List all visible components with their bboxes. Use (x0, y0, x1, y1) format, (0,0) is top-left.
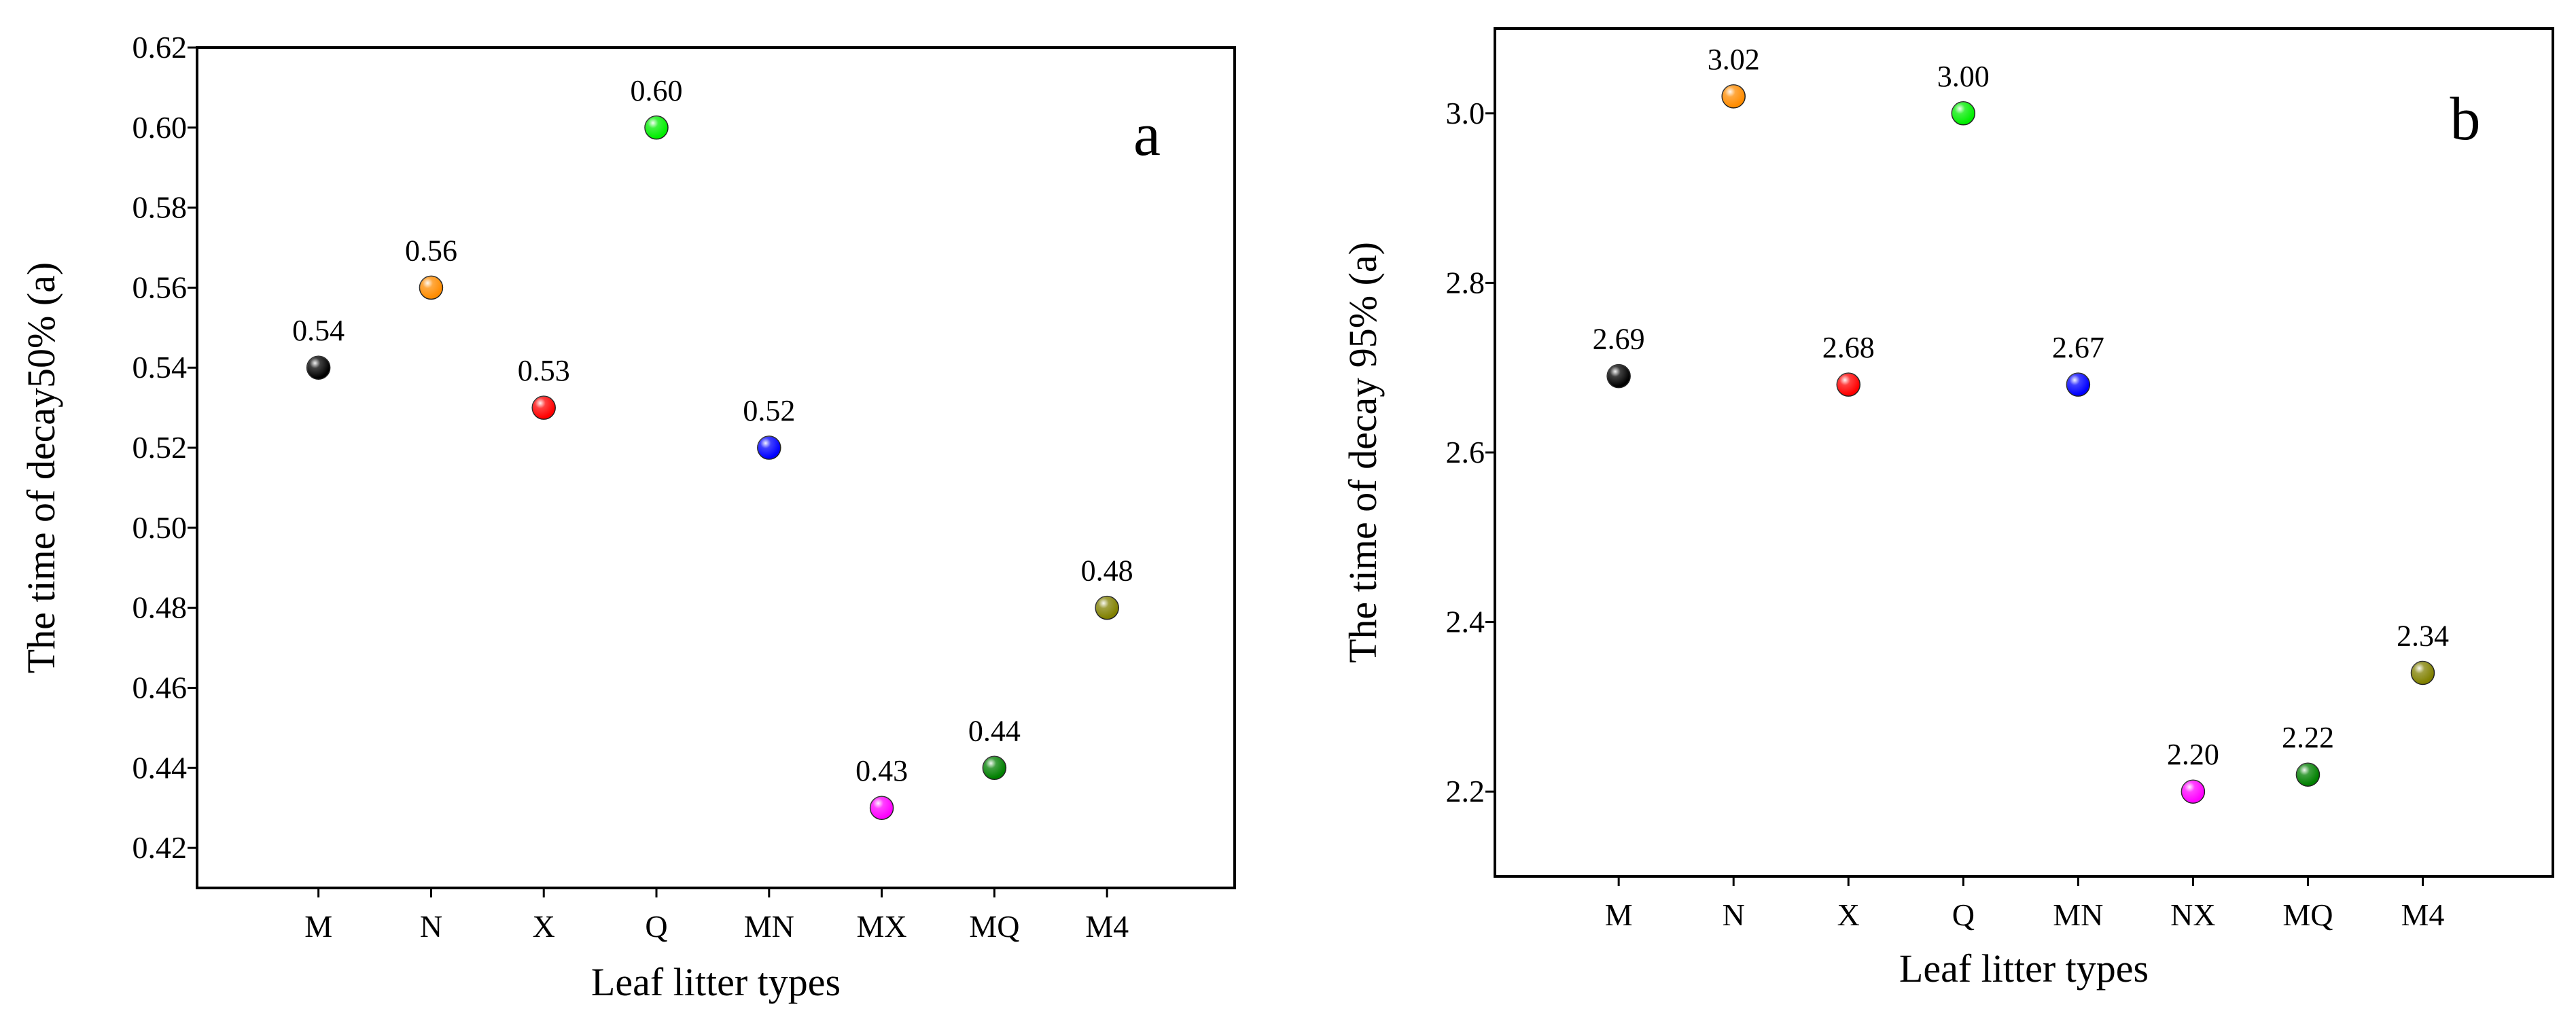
x-tick-label: X (533, 909, 555, 944)
y-tick-label: 2.2 (1446, 774, 1485, 808)
y-tick-label: 2.6 (1446, 435, 1485, 469)
data-point-highlight (2181, 780, 2205, 804)
x-tick-label: MQ (969, 909, 1019, 944)
data-label: 2.67 (2052, 331, 2104, 364)
data-label: 2.20 (2167, 738, 2219, 771)
data-point-highlight (1837, 373, 1860, 397)
x-tick-label: M (1605, 897, 1633, 932)
y-tick-label: 0.54 (133, 350, 188, 385)
plot-frame (196, 46, 1236, 889)
y-axis-label: The time of decay 95% (a) (1341, 242, 1385, 663)
data-label: 0.53 (518, 354, 570, 387)
data-point-highlight (1952, 101, 1975, 125)
y-tick-label: 2.4 (1446, 605, 1485, 639)
data-point-highlight (532, 396, 556, 420)
y-axis-label: The time of decay50% (a) (19, 262, 63, 674)
panel-letter: b (2450, 86, 2481, 153)
data-point-highlight (1607, 364, 1631, 388)
data-point-highlight (306, 356, 330, 380)
x-tick-label: MQ (2282, 897, 2333, 932)
y-tick-label: 0.58 (133, 190, 188, 225)
data-point-highlight (1095, 596, 1119, 620)
x-tick-label: N (420, 909, 442, 944)
y-tick-label: 0.60 (133, 110, 188, 145)
y-tick-label: 0.42 (133, 830, 188, 865)
x-tick-label: M (304, 909, 332, 944)
data-label: 2.22 (2282, 721, 2334, 754)
chart-panel-a: 0.42 0.44 0.46 0.48 0.50 0.52 0.54 0.56 0.58 0.60… (19, 30, 1236, 1004)
data-label: 0.44 (968, 714, 1021, 747)
x-axis-label: Leaf litter types (1899, 946, 2149, 991)
data-point-highlight (757, 436, 781, 460)
y-tick-label: 0.46 (133, 670, 188, 705)
data-point-highlight (645, 115, 669, 139)
x-tick-label: MX (857, 909, 907, 944)
x-tick-label: MN (744, 909, 794, 944)
data-point-highlight (2066, 373, 2090, 397)
data-point-highlight (870, 796, 894, 820)
y-tick-label: 0.50 (133, 510, 188, 545)
data-label: 3.00 (1937, 60, 1990, 93)
y-tick-label: 2.8 (1446, 265, 1485, 300)
y-tick-label: 0.44 (133, 750, 188, 785)
panel-letter: a (1133, 101, 1161, 168)
data-label: 2.68 (1822, 331, 1875, 364)
x-tick-label: Q (645, 909, 667, 944)
data-point-highlight (419, 276, 443, 300)
data-label: 0.54 (292, 314, 345, 347)
data-point-highlight (2411, 661, 2435, 685)
y-tick-label: 0.52 (133, 430, 188, 465)
data-label: 0.43 (855, 754, 908, 787)
plot-frame (1494, 27, 2554, 878)
x-tick-label: NX (2170, 897, 2215, 932)
x-tick-label: Q (1952, 897, 1975, 932)
x-tick-label: MN (2053, 897, 2103, 932)
data-point-highlight (1722, 84, 1746, 108)
data-label: 0.52 (743, 394, 795, 427)
data-label: 0.56 (405, 234, 457, 267)
x-tick-label: N (1723, 897, 1745, 932)
x-tick-label: M4 (2401, 897, 2445, 932)
data-label: 0.60 (631, 74, 683, 107)
y-tick-label: 0.62 (133, 30, 188, 65)
x-tick-label: M4 (1085, 909, 1129, 944)
data-point-highlight (983, 756, 1006, 780)
chart-panel-b: 2.22.42.62.83.0M N X Q MN NX MQ M42.693.022.683… (1341, 27, 2554, 991)
data-point-highlight (2296, 763, 2320, 787)
data-label: 0.48 (1081, 554, 1133, 588)
y-tick-label: 0.48 (133, 590, 188, 625)
data-label: 2.34 (2397, 619, 2449, 652)
x-tick-label: X (1837, 897, 1860, 932)
y-tick-label: 3.0 (1446, 96, 1485, 130)
data-label: 3.02 (1708, 43, 1760, 76)
x-axis-label: Leaf litter types (591, 960, 841, 1004)
y-tick-label: 0.56 (133, 270, 188, 304)
data-label: 2.69 (1593, 323, 1645, 356)
